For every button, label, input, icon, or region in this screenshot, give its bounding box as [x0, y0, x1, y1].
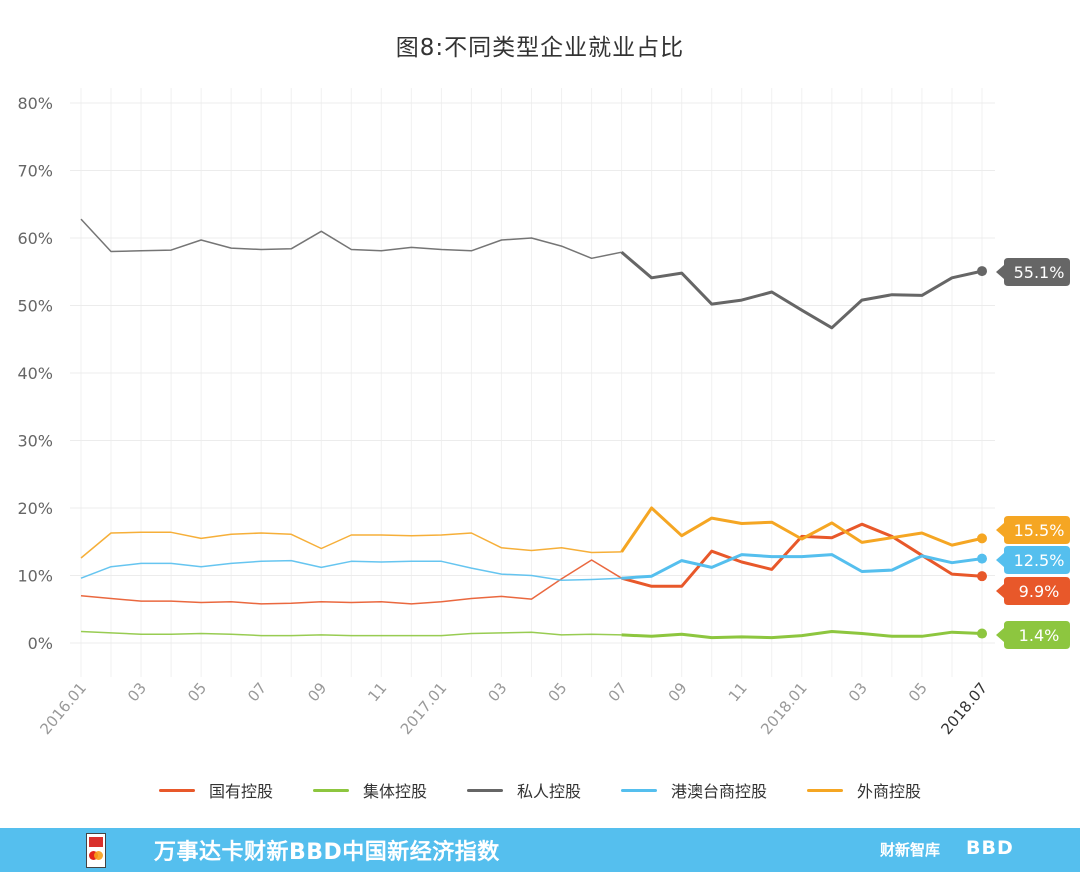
legend-swatch — [621, 788, 657, 792]
x-tick-label: 03 — [845, 679, 871, 705]
legend-swatch — [807, 788, 844, 792]
end-label-badge — [996, 546, 1070, 574]
y-tick-label: 60% — [17, 229, 53, 248]
data-point — [977, 553, 987, 564]
y-tick-label: 10% — [17, 567, 53, 586]
legend-item-state-owned[interactable]: 国有控股 — [158, 778, 273, 802]
y-tick-label: 50% — [17, 297, 53, 316]
x-tick-label: 11 — [364, 679, 390, 705]
x-tick-label: 09 — [665, 679, 691, 705]
legend-label: 港澳台商控股 — [671, 782, 768, 801]
data-point — [977, 533, 987, 544]
x-tick-label: 09 — [304, 679, 330, 705]
y-tick-label: 20% — [17, 499, 53, 518]
y-tick-label: 0% — [28, 634, 53, 653]
y-tick-label: 70% — [17, 162, 53, 181]
legend-label: 私人控股 — [516, 782, 581, 801]
end-value-label: 1.4% — [1019, 626, 1060, 645]
x-tick-label: 03 — [484, 679, 510, 705]
y-tick-label: 40% — [17, 364, 53, 383]
chart-legend: 国有控股 集体控股 私人控股 港澳台商控股 外商控股 — [0, 776, 1080, 804]
legend-swatch — [466, 788, 503, 792]
caixin-insight-logo: 财新智库 — [880, 841, 941, 859]
y-tick-label: 30% — [17, 432, 53, 451]
x-tick-label: 05 — [545, 679, 571, 705]
end-value-label: 15.5% — [1014, 521, 1065, 540]
data-point — [977, 571, 987, 582]
x-tick-label: 05 — [905, 679, 931, 705]
y-tick-label: 80% — [17, 94, 53, 113]
footer-bar: 万事达卡财新BBD中国新经济指数 财新智库 BBD — [0, 828, 1080, 872]
footer-title: 万事达卡财新BBD中国新经济指数 — [154, 840, 500, 865]
data-point — [977, 266, 987, 277]
chart-title: 图8:不同类型企业就业占比 — [395, 35, 685, 61]
end-value-label: 55.1% — [1014, 263, 1065, 282]
legend-swatch — [158, 788, 195, 792]
x-tick-label: 05 — [184, 679, 210, 705]
end-label-badge — [996, 516, 1070, 544]
end-value-label: 9.9% — [1019, 582, 1060, 601]
legend-swatch — [312, 788, 349, 792]
x-tick-label: 2018.07 — [937, 679, 991, 738]
end-value-label: 12.5% — [1014, 551, 1065, 570]
legend-item-hk-macau-taiwan[interactable]: 港澳台商控股 — [621, 778, 767, 802]
x-tick-label: 2017.01 — [397, 679, 451, 738]
x-tick-label: 11 — [725, 679, 751, 705]
x-tick-label: 07 — [244, 679, 270, 705]
legend-label: 集体控股 — [362, 782, 427, 801]
x-tick-label: 2018.01 — [757, 679, 811, 738]
end-label-badge — [996, 621, 1070, 649]
end-label-badge — [996, 258, 1070, 286]
mastercard-logo-icon — [86, 833, 106, 868]
legend-item-private[interactable]: 私人控股 — [466, 778, 581, 802]
legend-item-foreign[interactable]: 外商控股 — [807, 778, 921, 802]
x-tick-label: 2016.01 — [36, 679, 90, 738]
end-label-badge — [996, 577, 1070, 605]
legend-label: 外商控股 — [857, 782, 922, 801]
x-tick-label: 03 — [124, 679, 150, 705]
legend-item-collective[interactable]: 集体控股 — [312, 778, 427, 802]
bbd-logo: BBD — [966, 837, 1014, 859]
x-tick-label: 07 — [605, 679, 631, 705]
legend-label: 国有控股 — [208, 782, 273, 801]
data-point — [977, 628, 987, 639]
